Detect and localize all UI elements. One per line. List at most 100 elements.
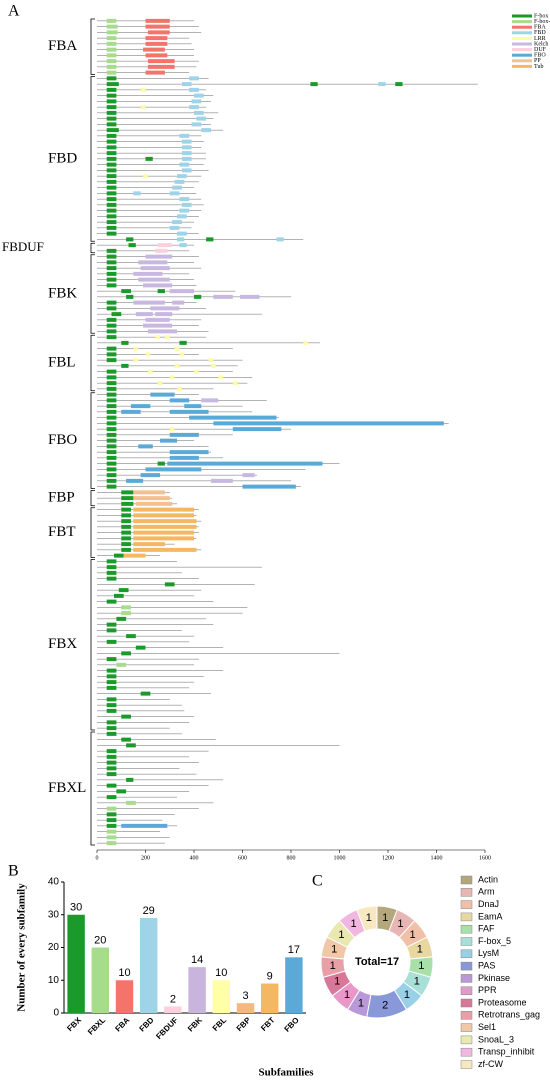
domain bbox=[106, 283, 117, 288]
segment-label: 1 bbox=[404, 989, 410, 1001]
domain bbox=[106, 726, 117, 731]
domain bbox=[177, 386, 182, 391]
domain bbox=[164, 582, 175, 587]
domain bbox=[106, 444, 117, 449]
segment-label: 1 bbox=[366, 912, 372, 924]
domain bbox=[189, 415, 277, 420]
x-tick-label: 800 bbox=[287, 855, 296, 861]
segment-label: 1 bbox=[334, 976, 340, 988]
domain bbox=[121, 513, 131, 518]
domain bbox=[126, 777, 134, 782]
segment-label: 1 bbox=[330, 960, 336, 972]
domain bbox=[145, 70, 165, 75]
domain bbox=[169, 432, 199, 437]
domain bbox=[106, 346, 117, 351]
domain bbox=[121, 536, 131, 541]
domain bbox=[121, 611, 131, 616]
domain bbox=[106, 59, 117, 64]
domain bbox=[106, 352, 117, 357]
legend-swatch bbox=[460, 986, 473, 995]
domain bbox=[106, 772, 117, 777]
domain bbox=[201, 128, 211, 133]
domain bbox=[133, 490, 165, 495]
domain bbox=[106, 835, 117, 840]
domain bbox=[106, 565, 117, 570]
segment-label: 1 bbox=[331, 944, 337, 956]
domain bbox=[172, 300, 185, 305]
legend-label: DUF bbox=[534, 47, 547, 53]
domain bbox=[106, 576, 117, 581]
legend-label: Tub bbox=[534, 64, 543, 70]
domain bbox=[106, 806, 117, 811]
legend-label: Pkinase bbox=[478, 973, 510, 983]
domain bbox=[106, 179, 117, 184]
domain bbox=[111, 312, 122, 317]
domain bbox=[133, 358, 139, 363]
group-bracket bbox=[90, 731, 95, 846]
domain bbox=[106, 398, 117, 403]
domain bbox=[106, 277, 117, 282]
domain bbox=[118, 588, 129, 593]
domain bbox=[106, 841, 117, 846]
y-tick-label: 30 bbox=[48, 909, 60, 920]
domain bbox=[157, 289, 165, 294]
group-bracket bbox=[90, 507, 95, 558]
domain bbox=[106, 260, 117, 265]
y-tick-label: 40 bbox=[48, 877, 60, 888]
bar bbox=[164, 1006, 182, 1013]
group-bracket bbox=[90, 18, 95, 75]
domain bbox=[106, 421, 117, 426]
legend-swatch bbox=[512, 36, 532, 40]
domain bbox=[126, 743, 136, 748]
domain bbox=[172, 185, 182, 190]
domain bbox=[121, 289, 131, 294]
domain bbox=[106, 70, 117, 75]
domain bbox=[106, 478, 117, 483]
domain bbox=[106, 450, 117, 455]
domain bbox=[196, 116, 207, 121]
panel-letter: B bbox=[8, 863, 19, 880]
x-tick-label: FBDUF bbox=[154, 1015, 180, 1041]
x-tick-label: FBD bbox=[138, 1015, 156, 1033]
domain bbox=[106, 668, 117, 673]
x-tick-label: FBO bbox=[282, 1016, 300, 1034]
domain bbox=[191, 99, 202, 104]
legend-label: Retrotrans_gag bbox=[478, 1010, 540, 1020]
segment-label: 1 bbox=[417, 944, 423, 956]
domain bbox=[181, 168, 192, 173]
domain bbox=[121, 524, 131, 529]
legend-label: Sel1 bbox=[478, 1022, 496, 1032]
legend-label: F-box_5 bbox=[478, 936, 511, 946]
domain bbox=[145, 467, 202, 472]
group-label: FBL bbox=[48, 354, 76, 370]
domain bbox=[106, 622, 117, 627]
domain bbox=[177, 237, 185, 242]
domain bbox=[121, 737, 131, 742]
domain bbox=[232, 427, 282, 432]
legend-label: PPR bbox=[478, 985, 497, 995]
domain bbox=[106, 41, 117, 46]
domain bbox=[133, 496, 170, 501]
domain bbox=[121, 605, 131, 610]
domain bbox=[106, 214, 117, 219]
domain bbox=[145, 156, 153, 161]
group-bracket bbox=[90, 76, 95, 242]
legend-label: Arm bbox=[478, 887, 495, 897]
x-tick-label: 1400 bbox=[431, 855, 443, 861]
domain bbox=[126, 800, 136, 805]
domain bbox=[123, 553, 146, 558]
domain bbox=[232, 381, 238, 386]
domain bbox=[179, 340, 187, 345]
y-axis-label: Number of every subfamily bbox=[16, 883, 28, 1012]
group-label: FBK bbox=[48, 285, 77, 301]
group-bracket bbox=[90, 334, 95, 392]
domain bbox=[106, 191, 117, 196]
domain bbox=[106, 162, 117, 167]
domain bbox=[145, 317, 170, 322]
domain bbox=[177, 174, 187, 179]
domain bbox=[143, 323, 173, 328]
group-label: FBO bbox=[48, 432, 77, 448]
segment-label: 1 bbox=[344, 989, 350, 1001]
domain bbox=[106, 358, 117, 363]
domain bbox=[210, 478, 233, 483]
